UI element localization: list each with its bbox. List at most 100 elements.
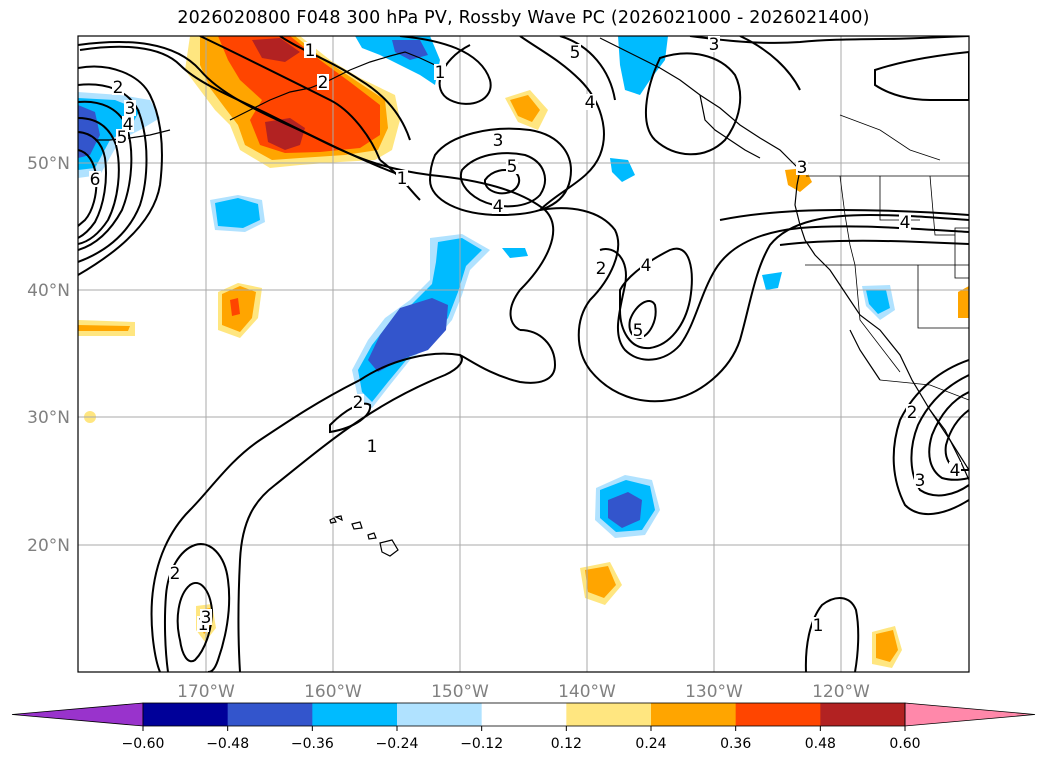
- contour-label-bg: [396, 170, 408, 186]
- lon-label-170w: 170°W: [177, 682, 235, 702]
- colorbar-segment-9: [820, 703, 906, 726]
- colorbar-tick-label: −0.48: [206, 736, 249, 752]
- colorbar-segment-1: [143, 703, 229, 726]
- map-background: [78, 36, 969, 672]
- negative-anomaly-south-core: [608, 492, 642, 528]
- colorbar: −0.60 −0.48 −0.36 −0.24 −0.12 0.12 0.24 0.36 0.4…: [11, 702, 1036, 752]
- contour-label-bg: [317, 74, 329, 90]
- contour-label-bg: [595, 260, 607, 276]
- borders: [805, 114, 969, 401]
- colorbar-segment-2: [227, 703, 313, 726]
- longitude-labels: 170°W 160°W 150°W 140°W 130°W 120°W: [177, 682, 870, 702]
- contour-label-c28: 4: [950, 461, 961, 481]
- positive-anomaly-w2-red: [230, 298, 240, 316]
- contour-label-c17: 4: [641, 256, 652, 276]
- colorbar-tick-label: −0.12: [460, 736, 503, 752]
- contour-label-bg: [796, 159, 808, 175]
- contour-label-c19: 3: [797, 158, 808, 178]
- contour-label-bg: [492, 132, 504, 148]
- contour-label-bg: [506, 158, 518, 174]
- contour-label-c22: 1: [367, 437, 378, 457]
- contour-label-c6: 1: [305, 41, 316, 61]
- contour-label-c3: 4: [123, 115, 134, 135]
- contour-label-c13: 5: [507, 157, 518, 177]
- contour-label-c21: 2: [353, 393, 364, 413]
- contour-label-bg: [569, 44, 581, 60]
- positive-anomaly-s3-orange: [876, 630, 898, 662]
- contour-label-bg: [124, 100, 136, 116]
- colorbar-segment-6: [566, 703, 652, 726]
- positive-anomaly-s1-orange: [585, 566, 616, 598]
- negative-anomaly-n3: [618, 36, 668, 95]
- negative-anomaly-us1: [762, 272, 782, 290]
- contour-label-c1: 2: [113, 78, 124, 98]
- contour-label-bg: [112, 79, 124, 95]
- contour-label-bg: [584, 94, 596, 110]
- contour-label-bg: [812, 617, 824, 633]
- contour-label-bg: [492, 198, 504, 214]
- colorbar-segment-4: [397, 703, 483, 726]
- colorbar-tick-label: 0.60: [889, 736, 920, 752]
- colorbar-segment-7: [651, 703, 737, 726]
- colorbar-extend-left: [11, 702, 144, 727]
- contour-label-c14: 4: [493, 197, 504, 217]
- contour-label-c2: 3: [125, 99, 136, 119]
- contour-label-c11: 4: [585, 93, 596, 113]
- contour-label-c8: 1: [397, 169, 408, 189]
- positive-anomaly-w3-orange: [78, 325, 130, 331]
- lon-label-130w: 130°W: [685, 682, 743, 702]
- colorbar-tick-label: 0.12: [551, 736, 582, 752]
- positive-anomaly-small1-orange: [510, 95, 540, 122]
- map-frame: [77, 35, 970, 673]
- contour-label-c15: 1: [435, 63, 446, 83]
- coastlines: [95, 37, 969, 481]
- colorbar-segment-3: [312, 703, 398, 726]
- latitude-labels: 50°N 40°N 30°N 20°N: [27, 154, 70, 556]
- lat-label-30n: 30°N: [27, 408, 70, 428]
- lon-label-140w: 140°W: [558, 682, 616, 702]
- contour-label-c27: 3: [201, 608, 212, 628]
- positive-anomaly-north-darkred: [265, 118, 305, 150]
- colorbar-tick-label: −0.36: [291, 736, 334, 752]
- map-title: 2026020800 F048 300 hPa PV, Rossby Wave …: [177, 8, 870, 28]
- lat-label-50n: 50°N: [27, 154, 70, 174]
- contour-label-c23: 2: [170, 564, 181, 584]
- lon-label-120w: 120°W: [812, 682, 870, 702]
- hawaii-islands: [329, 515, 399, 557]
- contour-label-bg: [949, 462, 961, 478]
- contour-label-bg: [116, 129, 128, 145]
- contour-label-c12: 3: [709, 35, 720, 55]
- contour-label-c29: 1: [813, 616, 824, 636]
- contour-label-bg: [914, 472, 926, 488]
- contour-label-c7: 2: [318, 73, 329, 93]
- contour-label-bg: [200, 609, 212, 625]
- contour-label-c9: 5: [570, 43, 581, 63]
- colorbar-outline: [142, 702, 906, 727]
- negative-anomaly-w1-cyan: [215, 198, 260, 228]
- negative-anomaly-small3: [502, 248, 528, 258]
- colorbar-segment-8: [735, 703, 821, 726]
- contour-label-bg: [640, 257, 652, 273]
- positive-anomaly-north-darkred2: [252, 38, 300, 62]
- contour-label-bg: [304, 42, 316, 58]
- contour-label-c18: 5: [633, 321, 644, 341]
- colorbar-extend-right: [904, 702, 1036, 727]
- contour-label-bg: [122, 116, 134, 132]
- colorbar-tick-label: 0.48: [805, 736, 836, 752]
- colorbar-segment-5: [481, 703, 567, 726]
- contour-label-bg: [708, 36, 720, 52]
- gridlines: [78, 36, 969, 672]
- colorbar-tick-label: 0.24: [635, 736, 666, 752]
- negative-anomaly-n2-core: [392, 40, 428, 60]
- contour-label-bg: [434, 64, 446, 80]
- contour-label-bg: [632, 322, 644, 338]
- colorbar-ticks: −0.60 −0.48 −0.36 −0.24 −0.12 0.12 0.24 0.36 0.4…: [122, 726, 921, 752]
- contour-label-bg: [899, 214, 911, 230]
- negative-anomaly-small2: [610, 158, 635, 182]
- colorbar-tick-label: −0.24: [376, 736, 419, 752]
- lon-label-150w: 150°W: [431, 682, 489, 702]
- negative-anomaly-us2-cyan: [866, 290, 890, 314]
- contour-label-bg: [89, 171, 101, 187]
- contour-label-c26: 3: [915, 471, 926, 491]
- positive-anomaly-e1: [958, 286, 969, 318]
